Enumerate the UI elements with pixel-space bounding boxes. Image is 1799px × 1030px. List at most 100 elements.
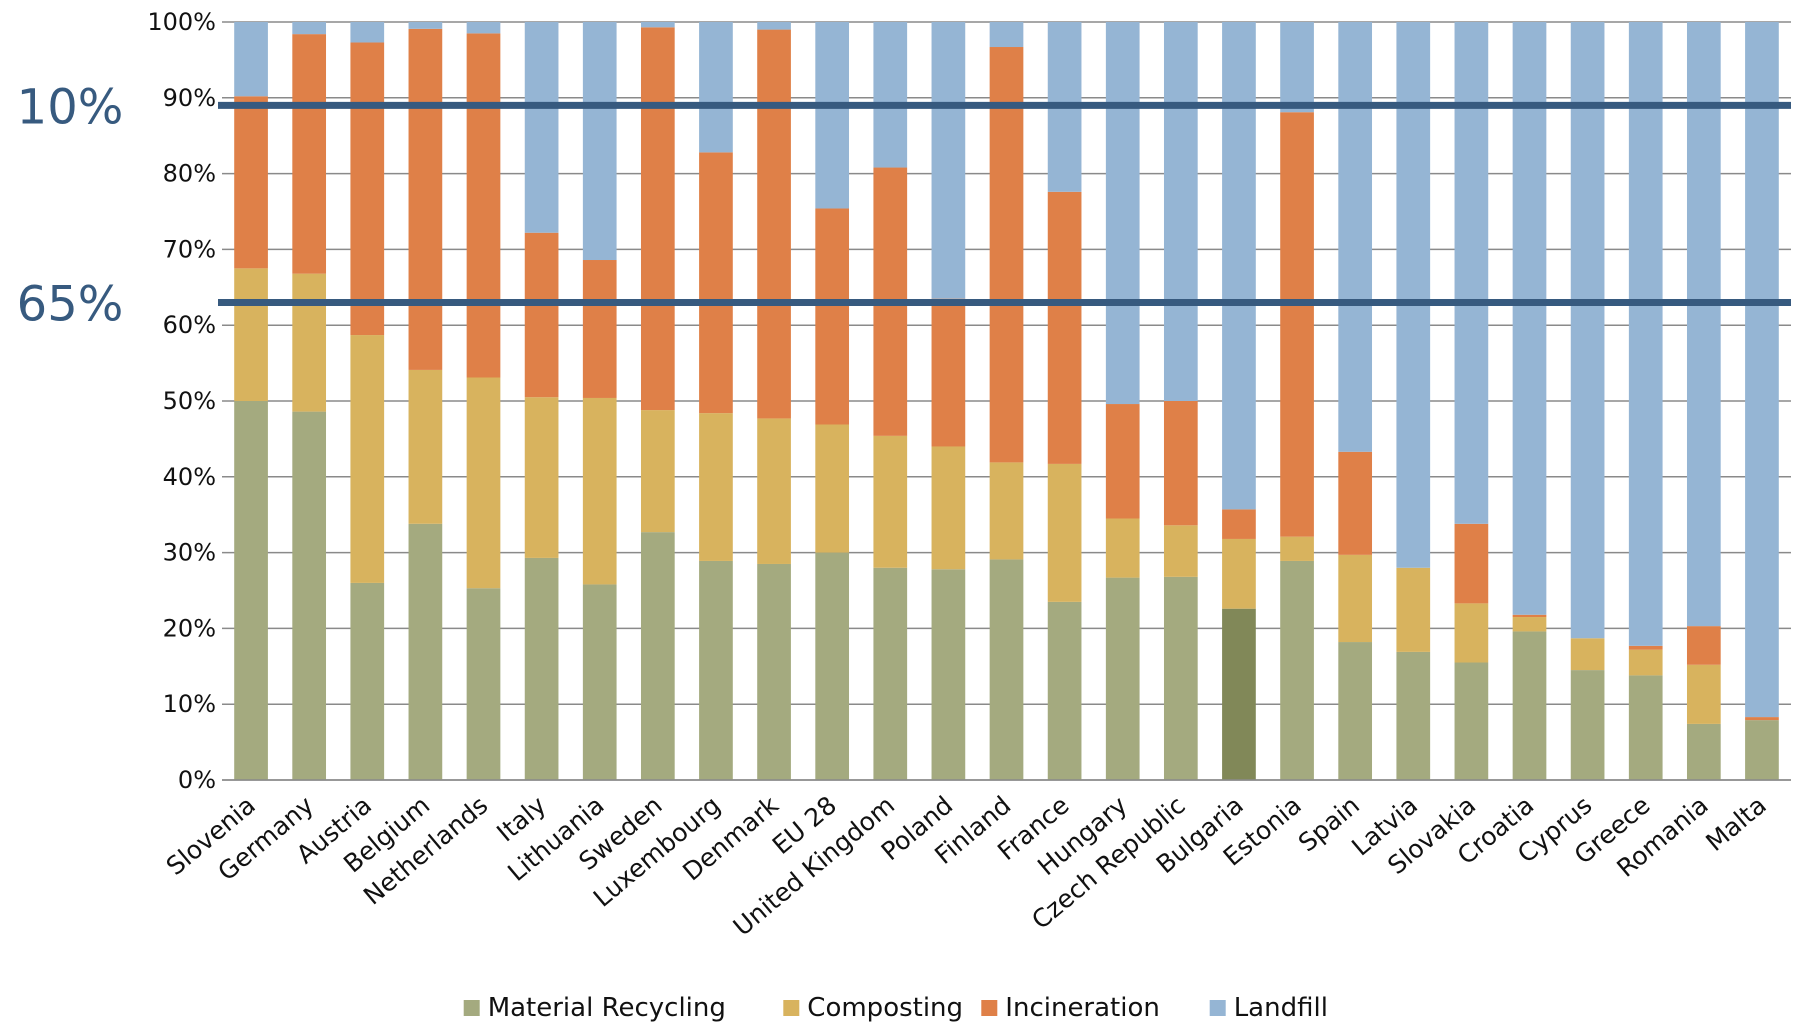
y-tick-label: 80% — [163, 160, 216, 188]
bar-segment — [989, 559, 1024, 780]
bar-segment — [234, 401, 268, 780]
bar-segment — [931, 22, 966, 299]
legend-swatch — [1209, 1000, 1226, 1016]
bar-segment — [1163, 401, 1198, 526]
bar-segment — [1396, 651, 1431, 780]
bar-segment — [1222, 608, 1256, 780]
bar-segment — [989, 462, 1024, 560]
bar-segment — [1628, 645, 1663, 650]
legend-label: Landfill — [1234, 993, 1328, 1023]
y-tick-label: 60% — [163, 311, 216, 339]
bar-segment — [699, 22, 733, 153]
bar-segment — [989, 22, 1024, 48]
bar-segment — [292, 411, 327, 780]
bar-segment — [1222, 22, 1256, 510]
bar-segment — [1686, 723, 1721, 780]
bar-segment — [1047, 601, 1082, 780]
legend-label: Material Recycling — [488, 993, 726, 1023]
bar-segment — [1280, 536, 1314, 561]
bar-segment — [1163, 525, 1198, 577]
bar-segment — [466, 33, 501, 378]
bar-segment — [1222, 509, 1256, 539]
bar-segment — [1047, 463, 1082, 602]
y-tick-label: 70% — [163, 235, 216, 263]
bar-segment — [1105, 518, 1140, 578]
bar-segment — [1686, 664, 1721, 724]
bar-segment — [640, 532, 675, 780]
bar-segment — [466, 22, 501, 34]
bar-segment — [234, 22, 268, 97]
bar-segment — [1047, 191, 1082, 464]
y-tick-label: 100% — [147, 8, 216, 36]
bar-segment — [1163, 22, 1198, 401]
y-tick-label: 0% — [178, 766, 216, 794]
bar-segment — [989, 47, 1024, 463]
bar-segment — [1628, 22, 1663, 646]
legend-label: Incineration — [1005, 993, 1160, 1023]
bar-segment — [931, 298, 966, 447]
bar-layer — [234, 22, 1779, 780]
bar-segment — [699, 152, 733, 414]
bar-segment — [1280, 560, 1314, 780]
bar-segment — [1338, 451, 1373, 555]
bar-segment — [408, 28, 443, 370]
legend-label: Composting — [807, 993, 963, 1023]
bar-segment — [408, 523, 443, 780]
bar-segment — [931, 446, 966, 570]
bar-segment — [582, 260, 617, 398]
bar-segment — [234, 96, 268, 269]
bar-segment — [1686, 626, 1721, 665]
bar-segment — [1105, 22, 1140, 405]
legend: Material Recycling Composting Incineration… — [463, 993, 1328, 1023]
y-tick-label: 30% — [163, 539, 216, 567]
bar-segment — [408, 22, 443, 29]
bar-segment — [1338, 642, 1373, 780]
legend-swatch — [981, 1000, 998, 1016]
bar-segment — [234, 268, 268, 401]
bar-segment — [757, 418, 791, 564]
bar-segment — [931, 569, 966, 780]
y-tick-label: 90% — [163, 84, 216, 112]
bar-segment — [815, 22, 850, 209]
bar-segment — [582, 22, 617, 261]
bar-segment — [350, 582, 385, 780]
bar-segment — [1396, 567, 1431, 652]
y-tick-label: 10% — [163, 690, 216, 718]
bar-segment — [1454, 603, 1489, 663]
bar-segment — [1280, 22, 1314, 113]
bar-segment — [640, 27, 675, 411]
bar-segment — [1396, 22, 1431, 568]
bar-segment — [815, 424, 850, 553]
bar-segment — [1105, 577, 1140, 780]
bar-segment — [757, 22, 791, 30]
bar-segment — [1512, 631, 1547, 780]
bar-segment — [1570, 670, 1605, 780]
bar-segment — [1105, 404, 1140, 519]
bar-segment — [292, 273, 327, 412]
bar-segment — [699, 413, 733, 561]
bar-segment — [524, 397, 559, 558]
bar-segment — [1512, 22, 1547, 615]
bar-segment — [1628, 675, 1663, 780]
bar-segment — [873, 435, 908, 568]
bar-segment — [815, 552, 850, 780]
bar-segment — [1163, 576, 1198, 780]
reference-line-label: 10% — [17, 79, 124, 135]
bar-segment — [1338, 22, 1373, 452]
bar-segment — [582, 584, 617, 780]
bar-segment — [1222, 538, 1256, 609]
bar-segment — [757, 563, 791, 780]
bar-segment — [350, 335, 385, 583]
bar-segment — [350, 42, 385, 336]
y-tick-label: 40% — [163, 463, 216, 491]
bar-segment — [524, 232, 559, 398]
bar-segment — [815, 208, 850, 425]
bar-segment — [1745, 720, 1779, 780]
bar-segment — [1512, 617, 1547, 632]
bar-segment — [466, 588, 501, 780]
bar-segment — [350, 22, 385, 43]
reference-line-label: 65% — [17, 276, 124, 332]
bar-segment — [1338, 554, 1373, 643]
bar-segment — [1512, 614, 1547, 618]
